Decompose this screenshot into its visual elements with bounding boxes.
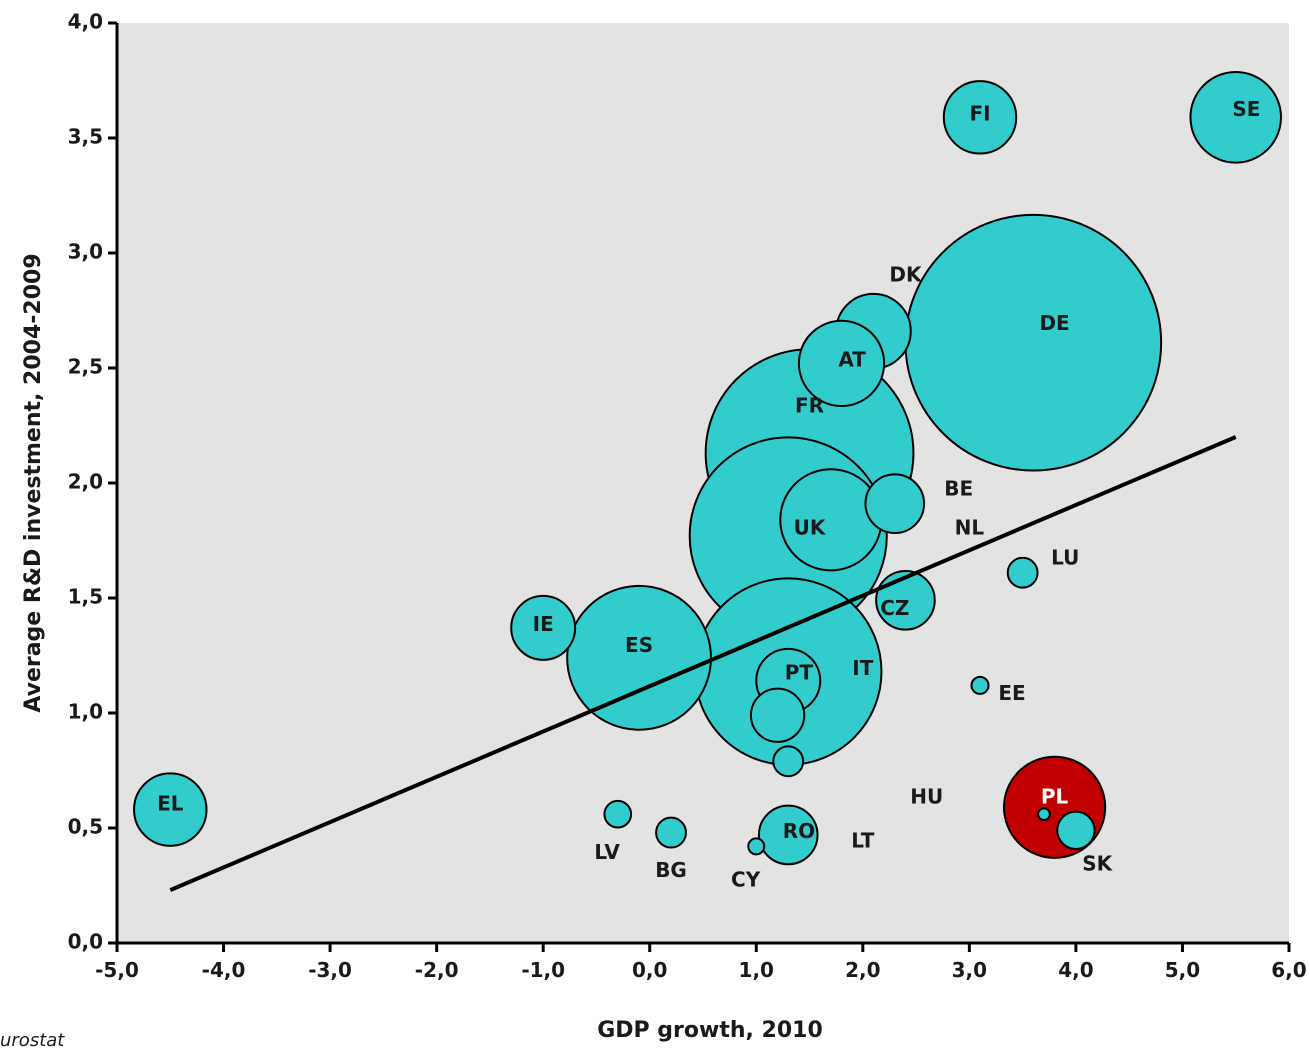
bubble-de [904,213,1163,472]
x-tick-label: -3,0 [308,958,352,982]
y-tick-label: 2,0 [68,470,103,494]
x-tick-label: 4,0 [1058,958,1093,982]
bubble-el [133,772,208,847]
label-dk: DK [889,263,923,287]
x-tick-label: -5,0 [95,958,139,982]
label-lt: LT [851,828,874,852]
y-axis-title: Average R&D investment, 2004-2009 [21,253,46,712]
bubble-ro [757,804,819,866]
x-tick-label: 6,0 [1271,958,1306,982]
y-tick-label: 2,5 [68,355,103,379]
y-tick-label: 3,0 [68,240,103,264]
bubble-be [864,473,926,535]
label-de: DE [1039,311,1069,335]
bubble-se [1189,71,1283,164]
label-fr: FR [795,394,824,418]
x-axis-ticks: -5,0 -4,0 -3,0 -2,0 -1,0 0,0 1,0 2,0 3,0 4,0 5,0 6,… [95,943,1307,982]
y-tick-label: 1,5 [68,585,103,609]
label-at: AT [838,348,866,372]
bubble-sk [1056,810,1096,850]
bubble-hu [749,687,806,743]
source-note: urostat [0,1030,65,1051]
bubble-ee [970,675,990,695]
label-fi: FI [969,102,990,126]
label-lu: LU [1051,545,1079,569]
label-be: BE [944,476,973,500]
x-tick-label: -2,0 [415,958,459,982]
bubble-lu [1006,556,1039,589]
bubble-at [797,319,886,408]
label-cy: CY [731,867,761,891]
label-el: EL [157,792,184,816]
label-cz: CZ [880,596,909,620]
label-bg: BG [655,858,687,882]
x-tick-label: -1,0 [521,958,565,982]
x-tick-label: 2,0 [845,958,880,982]
bubble-bg [655,816,687,849]
bubble-labels-layer: DE FR UK IT ES NL BE CZ DK AT SE FI EL IE PT HU RO PL SK LU… [157,97,1260,892]
x-tick-label: 5,0 [1165,958,1200,982]
label-se: SE [1232,97,1260,121]
x-tick-label: -4,0 [202,958,246,982]
label-hu: HU [910,785,943,809]
label-es: ES [625,633,653,657]
label-pl: PL [1041,785,1069,809]
label-ro: RO [783,819,815,843]
label-ie: IE [533,612,554,636]
bubble-cy [747,837,766,856]
label-it: IT [852,656,873,680]
y-tick-label: 0,0 [68,930,103,954]
bubble-lv [603,799,633,829]
label-lv: LV [594,840,620,864]
y-axis-ticks: 0,0 0,5 1,0 1,5 2,0 2,5 3,0 3,5 4,0 [68,10,117,954]
label-pt: PT [785,660,814,684]
y-tick-label: 0,5 [68,815,103,839]
y-tick-label: 4,0 [68,10,103,34]
bubble-fi [942,80,1018,155]
bubble-si [1037,807,1051,822]
y-tick-label: 3,5 [68,125,103,149]
label-nl: NL [955,516,985,540]
label-sk: SK [1082,851,1113,875]
bubble-lt [772,745,805,778]
bubble-es [566,584,712,731]
x-tick-label: 3,0 [952,958,987,982]
y-tick-label: 1,0 [68,700,103,724]
trendline [169,435,1237,892]
x-tick-label: 1,0 [739,958,774,982]
x-tick-label: 0,0 [632,958,667,982]
plot-area [117,23,1289,943]
label-uk: UK [794,516,827,540]
label-ee: EE [998,681,1025,705]
bubble-ie [510,594,577,661]
x-axis-title: GDP growth, 2010 [597,1018,823,1043]
bubbles-layer [133,71,1283,866]
